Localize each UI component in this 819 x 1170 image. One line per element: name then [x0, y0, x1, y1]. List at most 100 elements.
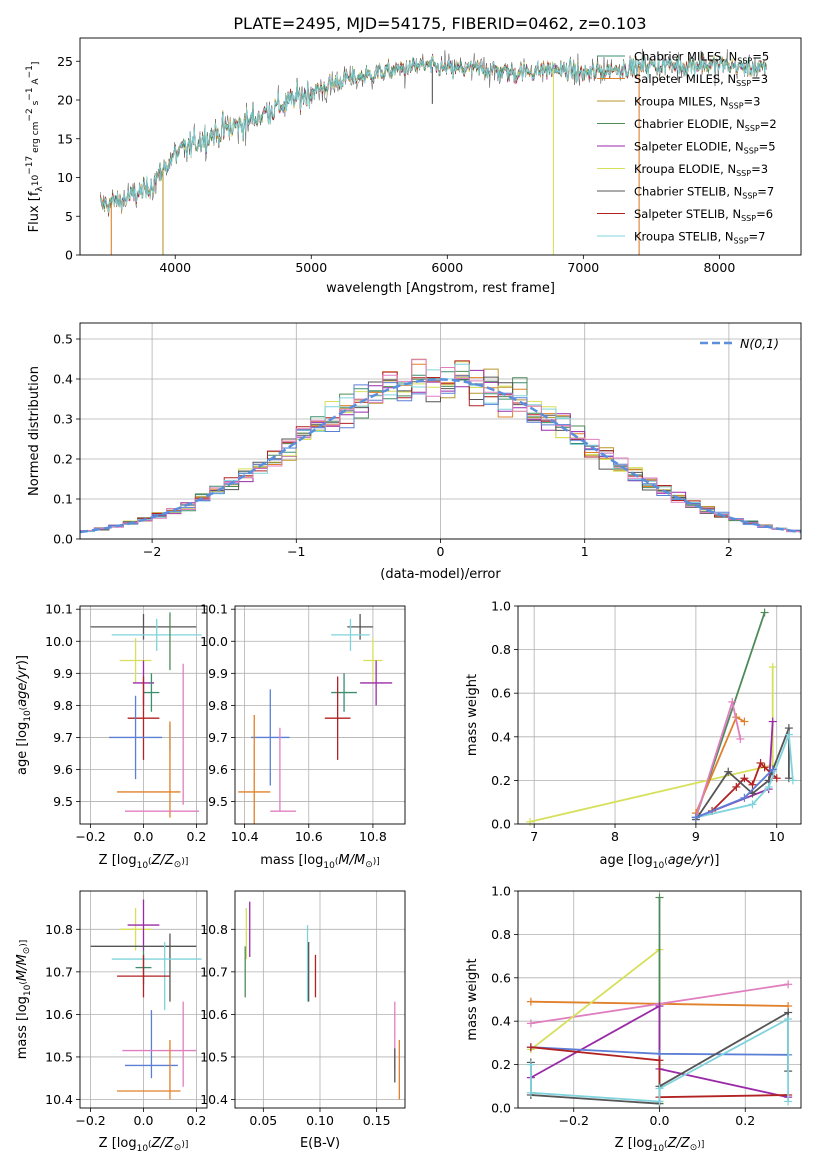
plot-area-residual_hist	[79, 358, 802, 534]
label-part: )]	[15, 655, 30, 665]
legend-name: Salpeter STELIB, N	[634, 207, 741, 221]
plot-area-age_vs_Z	[90, 612, 202, 818]
label-part: mass [log	[15, 996, 30, 1059]
x-tick-label: 8000	[703, 260, 735, 275]
figure-title: PLATE=2495, MJD=54175, FIBERID=0462, z=0…	[233, 14, 646, 33]
y-tick-label: 0.2	[491, 1057, 511, 1072]
weight-series	[695, 715, 745, 814]
legend-label: Kroupa STELIB, NSSP=7	[634, 230, 765, 246]
legend-name: Kroupa MILES, N	[634, 95, 729, 109]
legend-name: Kroupa ELODIE, N	[634, 162, 736, 176]
legend-name: Salpeter MILES, N	[634, 72, 736, 86]
y-tick-label: 9.8	[53, 698, 73, 713]
legend-value: =7	[757, 185, 774, 199]
label-part: ⊙	[365, 860, 373, 870]
axes-frame	[79, 890, 208, 1109]
y-axis-label: age [log10(age/yr)]	[15, 655, 33, 775]
y-tick-label: 9.7	[208, 730, 228, 745]
label-part: −1	[25, 65, 35, 78]
y-tick-label: 10.7	[200, 964, 228, 979]
legend-sub: SSP	[734, 237, 749, 246]
x-tick-label: 7000	[567, 260, 599, 275]
plot-area-mass_vs_Z	[90, 899, 202, 1100]
y-tick-label: 1.0	[491, 599, 511, 614]
x-axis-label: Z [log10(Z/Z⊙)]	[99, 1136, 189, 1154]
y-tick-label: 0.0	[491, 1101, 511, 1116]
y-tick-label: 10.6	[45, 1007, 73, 1022]
x-tick-label: 10.4	[231, 829, 259, 844]
y-tick-label: 10.1	[45, 602, 73, 617]
label-part: s	[31, 100, 41, 108]
axes-frame	[517, 605, 802, 825]
label-part: )]	[373, 857, 380, 867]
x-tick-label: 0.0	[134, 1113, 154, 1128]
axes-frame	[234, 605, 406, 825]
spectrum-line	[100, 55, 767, 213]
x-tick-label: 0.2	[186, 829, 206, 844]
weight-series	[530, 1046, 789, 1099]
label-part: (	[335, 857, 339, 867]
legend-sub: SSP	[737, 57, 752, 66]
label-part: ]	[31, 62, 41, 66]
label-part: 10	[31, 175, 41, 187]
label-part: Z/Z	[151, 853, 175, 868]
label-part: (	[664, 1140, 668, 1150]
label-part: )]	[181, 1140, 188, 1150]
label-part: erg cm	[31, 122, 41, 156]
y-tick-label: 0	[65, 248, 73, 263]
legend-label: Salpeter ELODIE, NSSP=5	[634, 140, 776, 156]
label-part: 10	[23, 984, 33, 996]
y-tick-label: 0.2	[491, 773, 511, 788]
panel-spectrum: 4000 5000 6000 7000 8000 0 5 10 15 20 25 wavelength…	[25, 37, 802, 296]
legend-name: Kroupa STELIB, N	[634, 230, 734, 244]
plot-area-age_vs_mass	[238, 614, 393, 824]
y-tick-label: 10.5	[45, 1049, 73, 1064]
label-part: )]	[697, 1140, 704, 1150]
y-tick-label: 9.6	[53, 762, 73, 777]
panel-mass_vs_Z: −0.2 0.0 0.210.410.510.610.710.8Z [log10(Z…	[15, 890, 208, 1154]
plot-area-massweight_vs_Z	[526, 893, 793, 1108]
y-tick-label: 9.5	[53, 794, 73, 809]
gaussian-curve	[79, 378, 802, 534]
y-axis-label: Flux [fλ10−17 erg cm−2 s−1 A−1]	[25, 62, 45, 233]
label-part: age/yr	[15, 663, 30, 706]
panel-mass_vs_EBV: 0.05 0.10 0.15 10.4 10.5 10.6 10.7 10.8 E(B-V)	[200, 890, 406, 1151]
legend-label: Kroupa MILES, NSSP=3	[634, 95, 760, 111]
label-part: E(B-V)	[300, 1136, 340, 1151]
legend-value: =2	[760, 117, 777, 131]
x-axis-label: wavelength [Angstrom, rest frame]	[326, 281, 555, 296]
plot-area-mass_vs_EBV	[244, 901, 400, 1100]
weight-series	[530, 1017, 789, 1103]
axes-frame	[234, 890, 406, 1109]
x-tick-label: 0.15	[363, 1113, 391, 1128]
legend-label: Salpeter STELIB, NSSP=6	[634, 207, 773, 223]
y-tick-label: 5	[65, 209, 73, 224]
label-part: Normed distribution	[27, 366, 42, 496]
y-tick-label: 9.8	[208, 698, 228, 713]
label-part: 10	[653, 1144, 665, 1154]
axes-frame	[79, 37, 802, 256]
x-tick-label: 10.8	[359, 829, 387, 844]
label-part: (	[664, 857, 668, 867]
legend-label: Chabrier ELODIE, NSSP=2	[634, 117, 777, 133]
label-part: A	[31, 78, 41, 88]
legend-sub: SSP	[742, 192, 757, 201]
y-tick-label: 10.4	[200, 1092, 228, 1107]
legend-value: =5	[759, 140, 776, 154]
y-tick-label: 9.7	[53, 730, 73, 745]
label-part: ⊙	[174, 1143, 182, 1153]
x-tick-label: −2	[143, 544, 161, 559]
x-tick-label: 1	[581, 544, 589, 559]
legend-sub: SSP	[736, 79, 751, 88]
y-tick-label: 10	[57, 170, 73, 185]
y-tick-label: 10.1	[200, 602, 228, 617]
weight-series	[530, 1004, 789, 1099]
y-tick-label: 10.0	[200, 634, 228, 649]
label-part: age [log	[15, 722, 30, 775]
label-part: Z/Z	[667, 1136, 691, 1151]
legend-label: N(0,1)	[740, 336, 779, 351]
legend-name: Chabrier MILES, N	[634, 50, 737, 64]
label-part: )]	[19, 940, 29, 947]
y-tick-label: 0.1	[53, 492, 73, 507]
label-part: Z/Z	[151, 1136, 175, 1151]
